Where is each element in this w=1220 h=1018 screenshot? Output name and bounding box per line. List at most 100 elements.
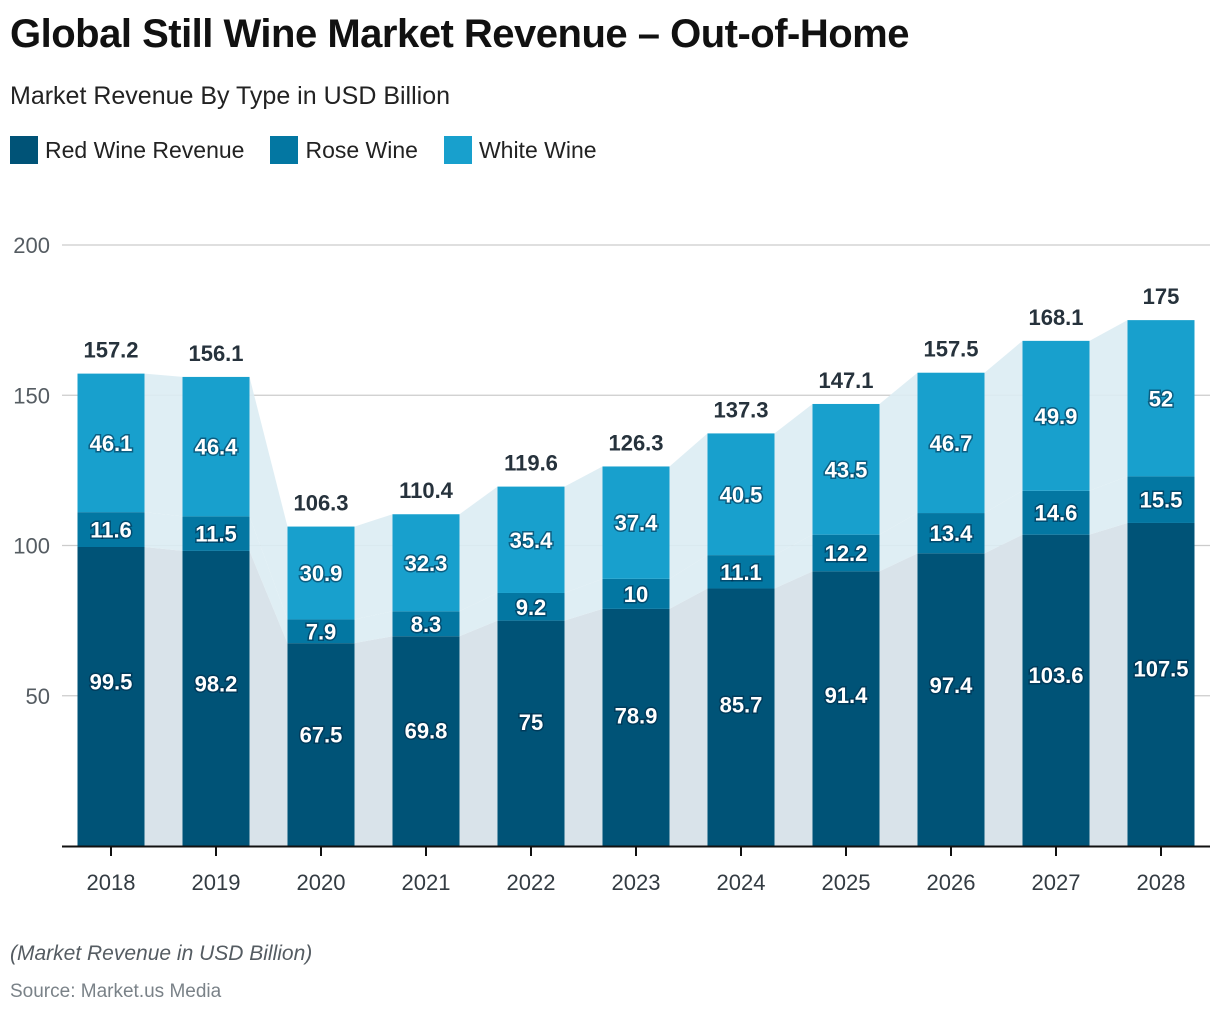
segment-value-label: 40.5 <box>720 482 763 507</box>
connector-area-white-wine <box>459 486 498 612</box>
bar-segment-rose-wine <box>707 555 775 589</box>
connector-area-white-wine <box>564 466 603 593</box>
connector-area-red-wine-revenue <box>564 608 603 846</box>
segment-value-label: 103.6 <box>1028 663 1083 688</box>
connector-area-rose-wine <box>249 516 288 644</box>
segment-value-label: 91.4 <box>825 683 869 708</box>
bar-segment-white-wine <box>1022 340 1090 491</box>
total-value-label: 110.4 <box>399 478 454 503</box>
connector-area-red-wine-revenue <box>669 588 708 846</box>
segment-value-label: 8.3 <box>411 612 442 637</box>
bar-segment-red-wine-revenue <box>287 643 355 846</box>
total-value-label: 157.5 <box>923 337 978 362</box>
total-value-label: 147.1 <box>818 368 873 393</box>
connector-area-red-wine-revenue <box>879 553 918 846</box>
segment-value-label: 49.9 <box>1035 404 1078 429</box>
connector-area-white-wine <box>354 514 393 620</box>
segment-value-label: 11.1 <box>720 560 762 585</box>
bar-segment-white-wine <box>392 514 460 612</box>
total-value-label: 137.3 <box>713 397 768 422</box>
bar-segment-white-wine <box>707 433 775 556</box>
bar-segment-rose-wine <box>602 578 670 609</box>
bar-segment-rose-wine <box>77 512 145 548</box>
chart-subtitle: Market Revenue By Type in USD Billion <box>10 82 451 110</box>
legend-label: Red Wine Revenue <box>45 136 245 163</box>
legend-label: Rose Wine <box>305 136 418 163</box>
bar-segment-rose-wine <box>287 619 355 644</box>
connector-area-red-wine-revenue <box>1089 522 1128 846</box>
connector-area-white-wine <box>669 433 708 579</box>
connector-area-rose-wine <box>774 534 813 589</box>
connector-area-rose-wine <box>984 490 1023 554</box>
total-value-label: 119.6 <box>504 451 558 476</box>
x-tick-label: 2026 <box>927 870 976 895</box>
connector-area-white-wine <box>879 372 918 535</box>
bar-segment-rose-wine <box>497 592 565 621</box>
legend-swatch-rose-wine <box>270 136 299 164</box>
bar-segment-red-wine-revenue <box>602 608 670 846</box>
x-tick-label: 2020 <box>297 870 346 895</box>
x-tick-label: 2021 <box>402 870 451 895</box>
segment-value-label: 32.3 <box>405 551 448 576</box>
bar-segment-red-wine-revenue <box>917 553 985 846</box>
bar-segment-white-wine <box>77 373 145 513</box>
bar-segment-white-wine <box>917 372 985 514</box>
connector-area-red-wine-revenue <box>984 534 1023 846</box>
segment-value-label: 13.4 <box>930 521 974 546</box>
connector-area-white-wine <box>1089 320 1128 491</box>
segment-value-label: 12.2 <box>825 541 868 566</box>
connector-area-rose-wine <box>144 512 183 551</box>
bar-segment-white-wine <box>182 376 250 517</box>
segment-value-label: 52 <box>1149 386 1173 411</box>
segment-value-label: 43.5 <box>825 457 868 482</box>
total-value-label: 157.2 <box>83 338 138 363</box>
connector-area-rose-wine <box>564 578 603 621</box>
total-value-label: 106.3 <box>293 491 348 516</box>
segment-value-label: 30.9 <box>300 561 343 586</box>
legend-label: White Wine <box>478 136 597 163</box>
segment-value-label: 11.6 <box>90 518 132 543</box>
total-value-label: 156.1 <box>188 341 243 366</box>
legend-swatch-red-wine <box>10 136 38 164</box>
connector-area-rose-wine <box>459 592 498 637</box>
bar-segment-rose-wine <box>1127 476 1195 523</box>
legend-item-red-wine: Red Wine Revenue <box>10 136 244 164</box>
segment-value-label: 46.7 <box>930 431 973 456</box>
total-value-label: 175 <box>1143 284 1180 309</box>
legend-swatch-white-wine <box>443 136 472 164</box>
segment-value-label: 14.6 <box>1035 501 1078 526</box>
bar-segment-white-wine <box>287 526 355 620</box>
source-text: Source: Market.us Media <box>10 981 222 1002</box>
connector-area-white-wine <box>774 403 813 556</box>
segment-value-label: 11.5 <box>195 522 237 547</box>
legend: Red Wine Revenue Rose Wine White Wine <box>10 136 623 164</box>
bar-segment-red-wine-revenue <box>707 588 775 846</box>
connector-area-rose-wine <box>354 611 393 644</box>
bar-segment-white-wine <box>1127 320 1195 477</box>
bar-segment-red-wine-revenue <box>392 636 460 846</box>
y-tick-label: 200 <box>13 233 50 258</box>
bar-segment-rose-wine <box>812 534 880 572</box>
x-tick-label: 2027 <box>1032 870 1081 895</box>
segment-value-label: 75 <box>519 710 543 735</box>
connector-area-red-wine-revenue <box>354 636 393 846</box>
y-tick-label: 100 <box>13 534 50 559</box>
x-tick-label: 2023 <box>612 870 661 895</box>
segment-value-label: 46.4 <box>195 435 239 460</box>
segment-value-label: 35.4 <box>510 528 554 553</box>
segment-value-label: 7.9 <box>306 619 337 644</box>
x-axis: 2018 2019 2020 2021 2022 2023 2024 2025 2026 2027… <box>62 845 1210 895</box>
bar-segment-rose-wine <box>917 513 985 554</box>
bar-segment-red-wine-revenue <box>1022 534 1090 846</box>
bar-segment-rose-wine <box>182 516 250 551</box>
connector-area-rose-wine <box>669 555 708 609</box>
bar-segment-rose-wine <box>392 611 460 637</box>
bar-segment-red-wine-revenue <box>812 571 880 846</box>
x-tick-label: 2022 <box>507 870 556 895</box>
segment-value-label: 99.5 <box>90 670 133 695</box>
bar-segment-red-wine-revenue <box>77 547 145 846</box>
x-tick-label: 2019 <box>192 870 241 895</box>
bar-segment-red-wine-revenue <box>1127 522 1195 846</box>
x-tick-label: 2018 <box>87 870 136 895</box>
